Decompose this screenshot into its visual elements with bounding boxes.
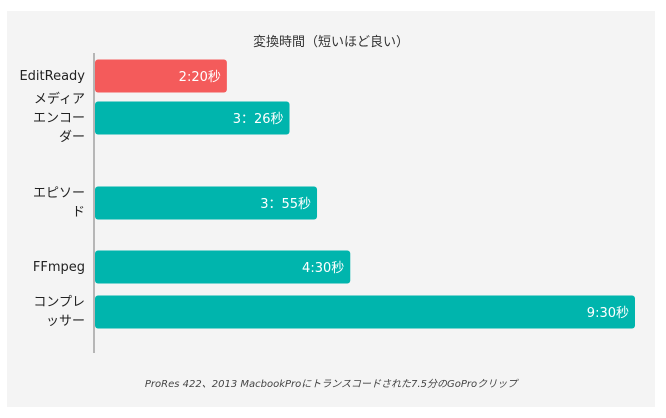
- chart-title: 変換時間（短いほど良い）: [252, 35, 409, 50]
- category-label: コンプレ ッサー: [33, 295, 85, 329]
- bar: [95, 295, 635, 329]
- bar: [95, 250, 351, 284]
- bar: [95, 101, 290, 135]
- bar-data-label: 4:30秒: [302, 261, 344, 276]
- bar-data-label: 9:30秒: [587, 306, 629, 321]
- bar-data-label: 3：26秒: [233, 112, 284, 127]
- bar: [95, 59, 227, 93]
- bar-chart: 2:20秒 3：26秒 3：55秒 4:30秒 9:30秒: [93, 53, 635, 353]
- chart-panel: 変換時間（短いほど良い） 2:20秒 3：26秒 3：55秒 4:30秒 9:30秒 E…: [7, 11, 655, 407]
- category-label: EditReady: [19, 68, 85, 84]
- category-label: FFmpeg: [32, 259, 85, 275]
- bar: [95, 186, 318, 220]
- category-label: メディア エンコー ダー: [32, 91, 85, 145]
- chart-caption: ProRes 422、2013 MacbookProにトランスコードされた7.5…: [144, 379, 518, 390]
- bar-data-label: 3：55秒: [260, 197, 311, 212]
- category-label: エピソー ド: [32, 186, 85, 220]
- bar-data-label: 2:20秒: [179, 70, 221, 85]
